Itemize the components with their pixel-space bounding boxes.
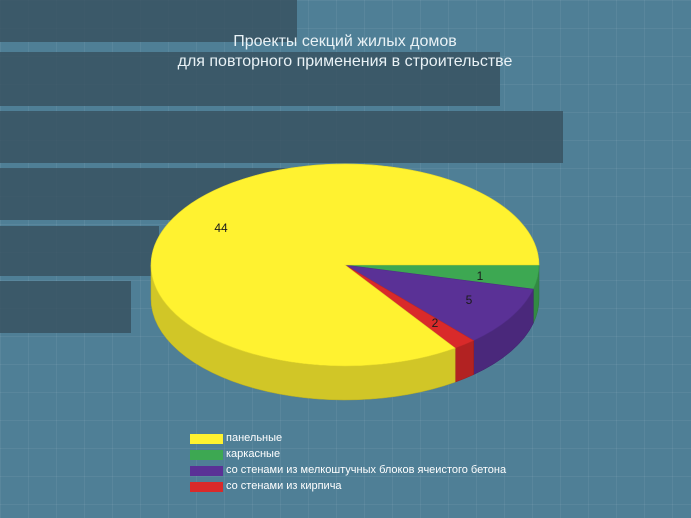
legend-label-brick: со стенами из кирпича	[226, 480, 342, 492]
legend-label-frame: каркасные	[226, 448, 281, 460]
legend-swatch-panel	[190, 433, 223, 444]
data-label-panel: 44	[214, 221, 228, 235]
chart-subtitle: для повторного применения в строительств…	[177, 53, 513, 70]
legend-item: каркасные	[190, 448, 550, 461]
chart-title-block: Проекты секций жилых домов для повторног…	[120, 32, 570, 72]
background-band	[0, 281, 131, 333]
background-band	[0, 0, 297, 42]
legend-item: со стенами из кирпича	[190, 480, 550, 493]
pie-slices-layer	[150, 163, 540, 367]
chart-title: Проекты секций жилых домов	[233, 33, 457, 50]
legend-item: панельные	[190, 432, 550, 445]
pie-data-labels-layer: 2 51 44	[214, 221, 483, 330]
chart-legend: панельные каркасные со стенами из мелкош…	[190, 432, 550, 496]
data-label-frame: 2	[432, 316, 439, 330]
legend-swatch-brick	[190, 481, 223, 492]
pie-slice-aerated-block	[344, 264, 534, 341]
data-label-brick: 1	[477, 269, 484, 283]
legend-label-panel: панельные	[226, 432, 283, 444]
pie-slice-panel	[150, 163, 540, 367]
legend-label-aerated-block: со стенами из мелкоштучных блоков ячеист…	[226, 464, 507, 476]
background-band	[0, 111, 563, 163]
legend-swatch-frame	[190, 449, 223, 460]
legend-swatch-aerated-block	[190, 465, 223, 476]
background-band	[0, 226, 159, 276]
legend-item: со стенами из мелкоштучных блоков ячеист…	[190, 464, 550, 477]
background-band	[0, 52, 500, 106]
data-label-aerated-block: 5	[466, 293, 473, 307]
